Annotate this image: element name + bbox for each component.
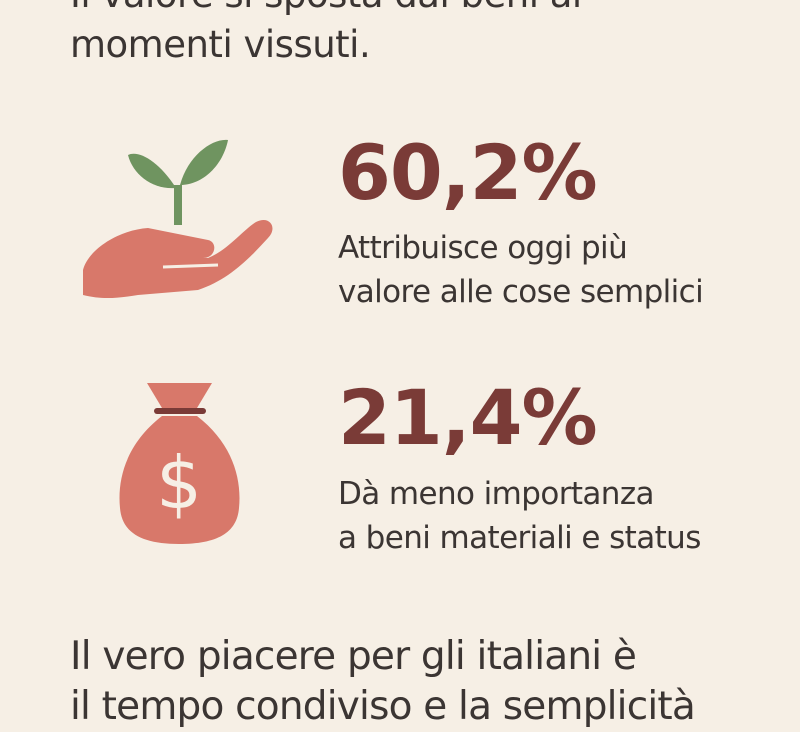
conclusion-line-1: Il vero piacere per gli italiani è [70, 634, 637, 679]
stat-description-material-goods: Dà meno importanza a beni materiali e st… [338, 472, 701, 560]
intro-text: Il valore si sposta dai beni ai momenti … [70, 0, 582, 70]
hand-with-sprout-icon [83, 139, 273, 299]
svg-text:$: $ [156, 441, 202, 525]
intro-line-1: Il valore si sposta dai beni ai [70, 0, 582, 20]
stat-description-line: valore alle cose semplici [338, 274, 704, 310]
conclusion-line-2: il tempo condiviso e la semplicità [70, 684, 696, 729]
stat-value-material-goods: 21,4% [338, 373, 598, 462]
stat-description-line: Dà meno importanza [338, 476, 655, 512]
stat-description-line: a beni materiali e status [338, 520, 701, 556]
money-bag-icon: $ [119, 383, 240, 544]
stat-value-simple-things: 60,2% [338, 128, 598, 217]
stat-description-simple-things: Attribuisce oggi più valore alle cose se… [338, 226, 704, 314]
stat-description-line: Attribuisce oggi più [338, 230, 628, 266]
conclusion-text: Il vero piacere per gli italiani è il te… [70, 632, 696, 732]
intro-line-2: momenti vissuti. [70, 23, 371, 66]
